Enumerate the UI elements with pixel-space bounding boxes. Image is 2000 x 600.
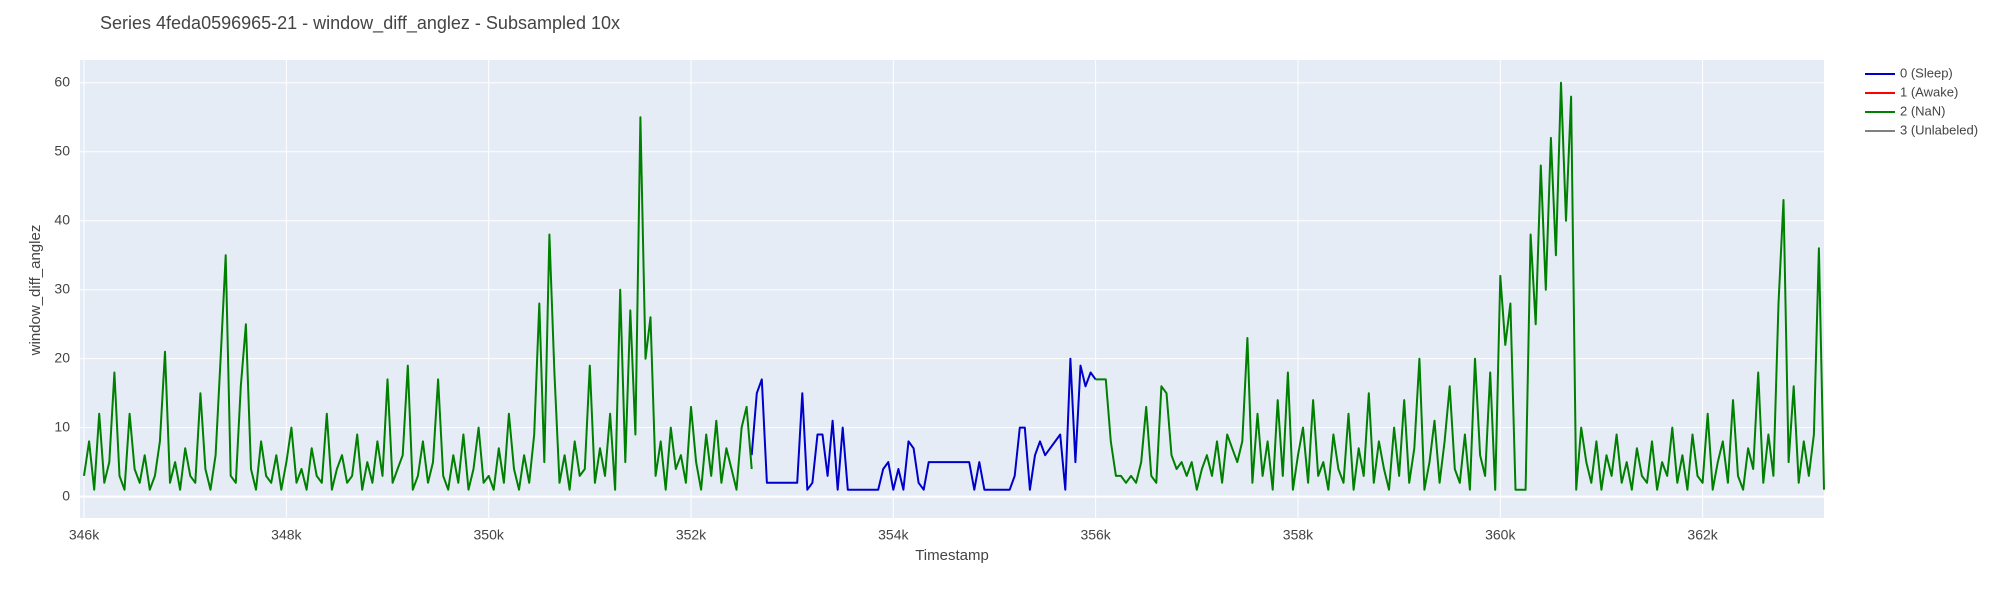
y-tick-label: 40 (54, 211, 70, 227)
legend-label: 0 (Sleep) (1900, 65, 1953, 80)
y-tick-label: 60 (54, 73, 70, 89)
legend-label: 1 (Awake) (1900, 84, 1958, 99)
y-tick-label: 30 (54, 280, 70, 296)
x-tick-label: 348k (271, 527, 302, 543)
chart-title: Series 4feda0596965-21 - window_diff_ang… (100, 13, 620, 34)
y-tick-label: 0 (62, 487, 70, 503)
lines (83, 81, 1825, 491)
x-tick-label: 358k (1283, 527, 1314, 543)
legend-label: 3 (Unlabeled) (1900, 122, 1978, 137)
y-axis-title: window_diff_anglez (27, 225, 44, 357)
x-axis-title: Timestamp (915, 547, 989, 564)
x-tick-label: 350k (474, 527, 505, 543)
x-tick-label: 346k (69, 527, 100, 543)
series-line (750, 357, 1097, 491)
y-tick-label: 20 (54, 349, 70, 365)
x-tick-label: 356k (1080, 527, 1111, 543)
y-tick-label: 10 (54, 418, 70, 434)
x-tick-label: 360k (1485, 527, 1516, 543)
legend-label: 2 (NaN) (1900, 103, 1946, 118)
x-tick-label: 362k (1687, 527, 1718, 543)
y-tick-label: 50 (54, 142, 70, 158)
series-line (83, 81, 1825, 491)
x-tick-label: 354k (878, 527, 909, 543)
x-tick-label: 352k (676, 527, 707, 543)
